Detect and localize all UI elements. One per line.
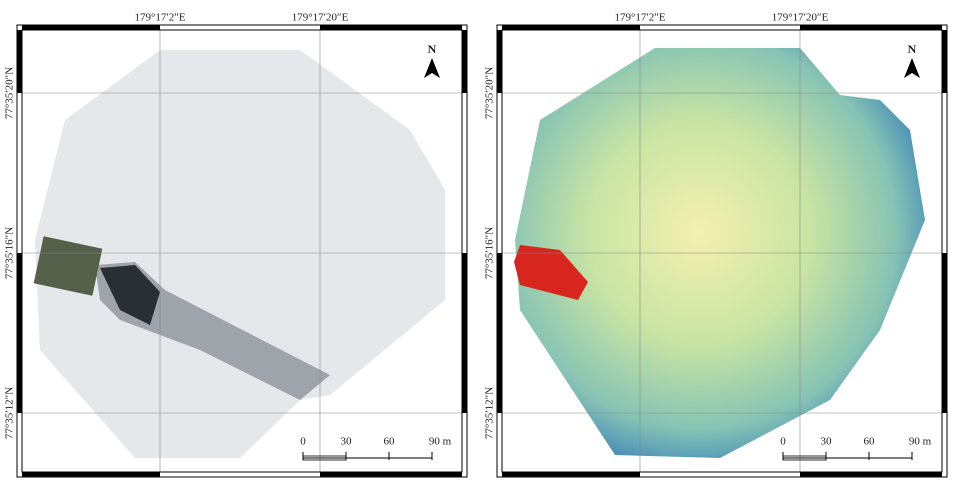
frame-bar (320, 472, 462, 477)
frame-bar (800, 25, 942, 30)
frame-bar (22, 25, 160, 30)
latitude-label: 77°35′16″N (4, 227, 16, 279)
latitude-label: 77°35′12″N (4, 387, 16, 439)
latitude-label: 77°35′12″N (484, 387, 496, 439)
frame-outer (496, 24, 948, 478)
scale-label: 30 (341, 436, 353, 448)
ship-elevation (514, 245, 588, 300)
scale-label: 90 m (909, 436, 932, 448)
frame-bar (502, 25, 640, 30)
scale-label: 0 (300, 436, 306, 448)
frame-bar (497, 253, 502, 413)
latitude-label: 77°35′20″N (4, 67, 16, 119)
frame-bar (497, 30, 502, 93)
frame-outer (16, 24, 468, 478)
longitude-label: 179°17′2″E (614, 12, 665, 24)
frame-bar (17, 253, 22, 413)
frame-bar (462, 253, 467, 413)
scale-label: 90 m (429, 436, 452, 448)
longitude-label: 179°17′2″E (134, 12, 185, 24)
frame-bar (502, 472, 640, 477)
frame-bar (942, 253, 947, 413)
frame-bar (22, 472, 160, 477)
north-label: N (428, 42, 437, 56)
frame-bar (462, 30, 467, 93)
frame-bar (17, 30, 22, 93)
frame (501, 29, 943, 473)
scale-label: 0 (780, 436, 786, 448)
latitude-label: 77°35′20″N (484, 67, 496, 119)
north-arrow (904, 58, 920, 78)
ship (33, 236, 103, 296)
longitude-label: 179°17′20″E (772, 12, 829, 24)
frame-bar (320, 25, 462, 30)
frame (21, 29, 463, 473)
map-image (35, 50, 445, 458)
scale-label: 30 (821, 436, 833, 448)
north-arrow (424, 58, 440, 78)
scale-label: 60 (384, 436, 396, 448)
north-label: N (908, 42, 917, 56)
scale-label: 60 (864, 436, 876, 448)
frame-bar (942, 30, 947, 93)
frame-bar (800, 472, 942, 477)
open-water (100, 265, 160, 325)
longitude-label: 179°17′20″E (292, 12, 349, 24)
latitude-label: 77°35′16″N (484, 227, 496, 279)
